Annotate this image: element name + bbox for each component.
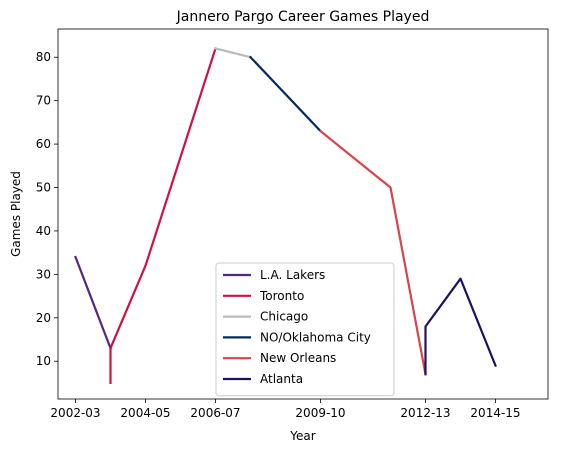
tick-labels: 2002-03 2004-05 2006-07 2009-10 2012-13 2014-…: [36, 50, 521, 420]
series-line-chicago: [214, 47, 252, 59]
legend-entry: Toronto: [259, 289, 304, 303]
y-tick-label: 70: [36, 94, 51, 108]
x-tick-label: 2014-15: [470, 406, 520, 420]
series-line-new-orleans: [318, 129, 427, 376]
y-tick-label: 50: [36, 181, 51, 195]
legend-entry: NO/Oklahoma City: [260, 330, 371, 344]
series-line-no-oklahoma-city: [248, 55, 323, 133]
legend-entry: Atlanta: [260, 372, 303, 386]
series-line-l-a-lakers: [74, 255, 112, 350]
x-tick-label: 2002-03: [50, 406, 100, 420]
x-axis-label: Year: [289, 429, 315, 443]
x-tick-label: 2012-13: [400, 406, 450, 420]
x-tick-label: 2004-05: [120, 406, 170, 420]
tick-marks: [54, 56, 496, 403]
y-tick-label: 80: [36, 50, 51, 64]
legend-entry: L.A. Lakers: [260, 268, 325, 282]
y-tick-label: 20: [36, 311, 51, 325]
y-axis-label: Games Played: [9, 171, 23, 257]
series-line-atlanta: [424, 277, 497, 376]
x-tick-label: 2009-10: [295, 406, 345, 420]
chart-title: Jannero Pargo Career Games Played: [176, 9, 430, 25]
plot-frame: [57, 28, 549, 400]
legend-box: [215, 262, 395, 397]
y-tick-label: 10: [36, 354, 51, 368]
series-lines: [74, 47, 497, 384]
legend: L.A. Lakers Toronto Chicago NO/Oklahoma Cit…: [215, 262, 395, 397]
y-tick-label: 30: [36, 267, 51, 281]
y-tick-label: 40: [36, 224, 51, 238]
y-tick-label: 60: [36, 137, 51, 151]
legend-entry: New Orleans: [260, 351, 336, 365]
legend-entry: Chicago: [260, 310, 308, 324]
x-tick-label: 2006-07: [190, 406, 240, 420]
series-line-toronto: [109, 47, 217, 384]
